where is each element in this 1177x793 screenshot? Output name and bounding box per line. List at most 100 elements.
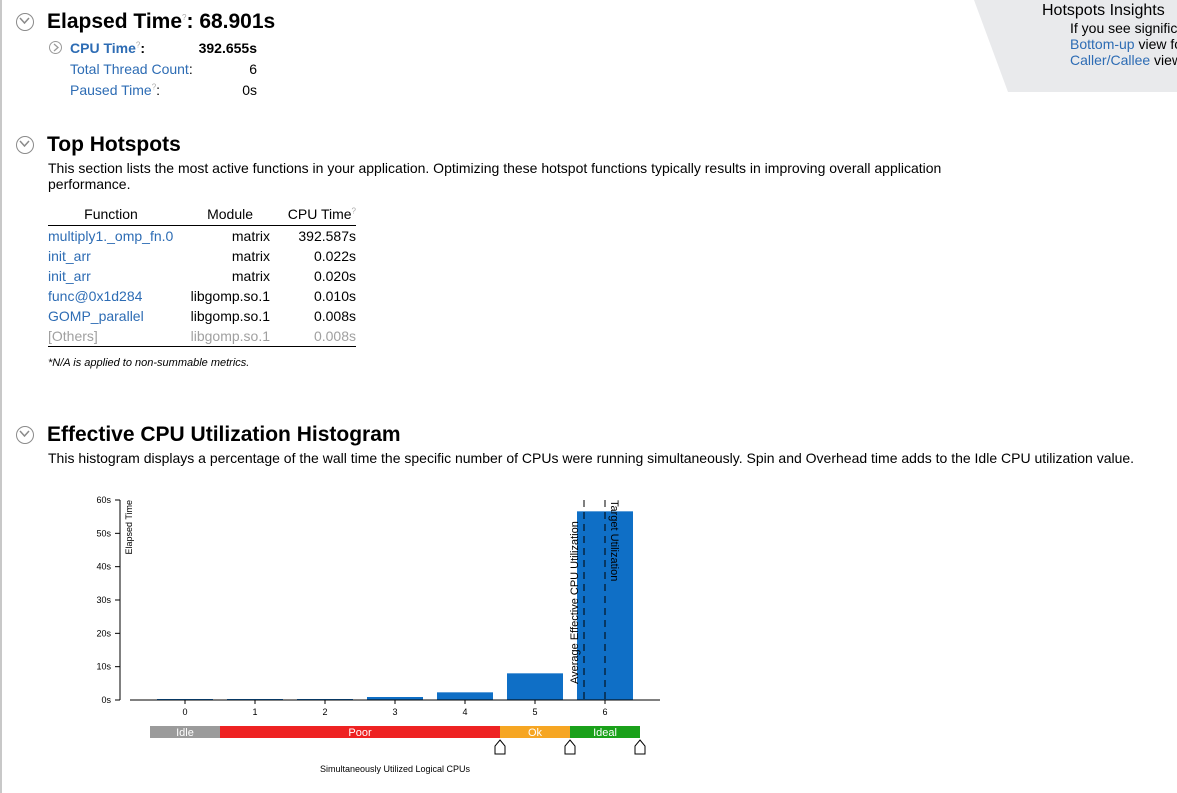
table-header-row: Function Module CPU Time? — [48, 206, 356, 226]
histogram-bar — [437, 692, 493, 700]
zone-label: Ideal — [593, 727, 617, 739]
cpu-time-cell: 0.020s — [313, 268, 356, 284]
cpu-time-cell: 392.587s — [298, 228, 356, 244]
hotspots-insights-panel: Hotspots Insights If you see signific Bo… — [974, 0, 1177, 92]
total-thread-count-value: 6 — [249, 61, 257, 77]
histogram-description: This histogram displays a percentage of … — [48, 450, 1135, 466]
table-row: multiply1._omp_fn.0 matrix 392.587s — [48, 226, 356, 247]
y-axis: 0s 10s 20s 30s 40s 50s 60s — [96, 495, 121, 705]
zone-label: Poor — [348, 727, 372, 739]
cpu-time-column-help-icon[interactable]: ? — [351, 206, 356, 216]
column-header-module-label: Module — [207, 206, 253, 222]
threshold-marker-handle — [494, 739, 506, 755]
function-cell[interactable]: init_arr — [48, 268, 91, 284]
caller-callee-link[interactable]: Caller/Callee — [1070, 52, 1151, 68]
module-cell: matrix — [231, 228, 270, 244]
elapsed-time-value: 68.901s — [199, 10, 276, 33]
insights-line-2-text: view fo — [1138, 36, 1177, 52]
chevron-down-icon — [19, 430, 30, 438]
elapsed-time-collapse-toggle[interactable] — [16, 13, 34, 31]
cpu-time-expand-toggle[interactable] — [49, 41, 62, 54]
insights-line-3: Caller/Callee view — [1070, 52, 1177, 68]
cpu-time-label: CPU Time?: — [70, 40, 145, 56]
y-tick-label: 50s — [96, 528, 111, 538]
insights-line-3-text: view — [1154, 52, 1177, 68]
utilization-zones: Idle Poor Ok Ideal — [150, 726, 640, 739]
paused-time-value: 0s — [242, 82, 257, 98]
x-tick-label: 1 — [252, 707, 257, 717]
cpu-time-help-icon[interactable]: ? — [135, 40, 141, 50]
x-tick-label: 2 — [322, 707, 327, 717]
elapsed-time-help-icon[interactable]: ? — [182, 13, 187, 22]
x-tick-label: 3 — [392, 707, 397, 717]
threshold-markers — [494, 739, 646, 755]
function-cell[interactable]: init_arr — [48, 248, 91, 264]
module-cell: libgomp.so.1 — [190, 288, 270, 304]
module-cell: libgomp.so.1 — [190, 308, 270, 324]
function-cell[interactable]: func@0x1d284 — [48, 288, 143, 304]
column-header-module[interactable]: Module — [174, 206, 270, 226]
chevron-down-icon — [19, 140, 30, 148]
cpu-time-cell: 0.022s — [313, 248, 356, 264]
y-tick-label: 10s — [96, 662, 111, 672]
cpu-time-link[interactable]: CPU Time — [70, 40, 136, 56]
chevron-down-icon — [19, 17, 30, 25]
table-row: [Others] libgomp.so.1 0.008s — [48, 326, 356, 347]
table-footnote: *N/A is applied to non-summable metrics. — [48, 357, 250, 369]
histogram-bar — [367, 697, 423, 700]
paused-time-label: Paused Time?: — [70, 82, 160, 98]
histogram-title: Effective CPU Utilization Histogram — [47, 423, 401, 446]
y-tick-label: 30s — [96, 595, 111, 605]
zone-poor — [220, 726, 500, 738]
target-utilization-label: Target Utilization — [608, 500, 620, 581]
insights-title: Hotspots Insights — [1042, 2, 1165, 19]
paused-time-link[interactable]: Paused Time — [70, 82, 152, 98]
module-cell: matrix — [231, 268, 270, 284]
zone-ideal — [570, 726, 640, 738]
y-tick-label: 40s — [96, 562, 111, 572]
paused-time-colon: : — [156, 82, 161, 98]
paused-time-help-icon[interactable]: ? — [151, 82, 157, 92]
total-thread-count-link[interactable]: Total Thread Count — [70, 61, 189, 77]
module-cell: libgomp.so.1 — [190, 328, 270, 344]
zone-label: Idle — [176, 727, 194, 739]
top-hotspots-collapse-toggle[interactable] — [16, 136, 34, 154]
threshold-marker-handle — [634, 739, 646, 755]
x-tick-label: 5 — [532, 707, 537, 717]
function-cell[interactable]: GOMP_parallel — [48, 308, 144, 324]
cpu-time-cell: 0.010s — [313, 288, 356, 304]
bottom-up-link[interactable]: Bottom-up — [1070, 36, 1135, 52]
zone-label: Ok — [528, 727, 543, 739]
histogram-collapse-toggle[interactable] — [16, 426, 34, 444]
elapsed-time-title: Elapsed Time — [47, 10, 183, 33]
cpu-time-value: 392.655s — [198, 40, 257, 56]
top-hotspots-title: Top Hotspots — [47, 133, 181, 156]
histogram-bars — [157, 511, 633, 700]
zone-idle — [150, 726, 220, 738]
cpu-utilization-histogram: 0s 10s 20s 30s 40s 50s 60s Elapsed Time 0 1 2 3 4 5… — [96, 495, 660, 774]
x-axis-label: Simultaneously Utilized Logical CPUs — [320, 764, 471, 774]
column-header-function[interactable]: Function — [84, 206, 138, 222]
chevron-right-icon — [53, 43, 59, 52]
x-tick-label: 0 — [182, 707, 187, 717]
top-hotspots-table: Function Module CPU Time? multiply1._omp… — [48, 206, 356, 347]
histogram-bar — [507, 673, 563, 700]
y-tick-label: 20s — [96, 628, 111, 638]
total-thread-count-colon: : — [188, 61, 193, 77]
y-tick-label: 60s — [96, 495, 111, 505]
total-thread-count-label: Total Thread Count: — [70, 61, 193, 77]
table-row: init_arr matrix 0.020s — [48, 266, 356, 286]
average-utilization-label: Average Effective CPU Utilization — [569, 521, 581, 684]
y-axis-label: Elapsed Time — [124, 500, 134, 555]
function-cell[interactable]: multiply1._omp_fn.0 — [48, 228, 174, 244]
table-row: GOMP_parallel libgomp.so.1 0.008s — [48, 306, 356, 326]
threshold-marker-handle — [564, 739, 576, 755]
function-cell: [Others] — [48, 328, 98, 344]
y-tick-label: 0s — [101, 695, 111, 705]
insights-line-1: If you see signific — [1070, 20, 1177, 36]
elapsed-time-heading: Elapsed Time?: 68.901s — [47, 10, 275, 34]
column-header-cpu-time[interactable]: CPU Time? — [270, 206, 356, 226]
cpu-time-cell: 0.008s — [313, 328, 356, 344]
elapsed-time-separator: : — [186, 10, 194, 33]
reference-lines: Average Effective CPU Utilization Target … — [569, 500, 620, 700]
